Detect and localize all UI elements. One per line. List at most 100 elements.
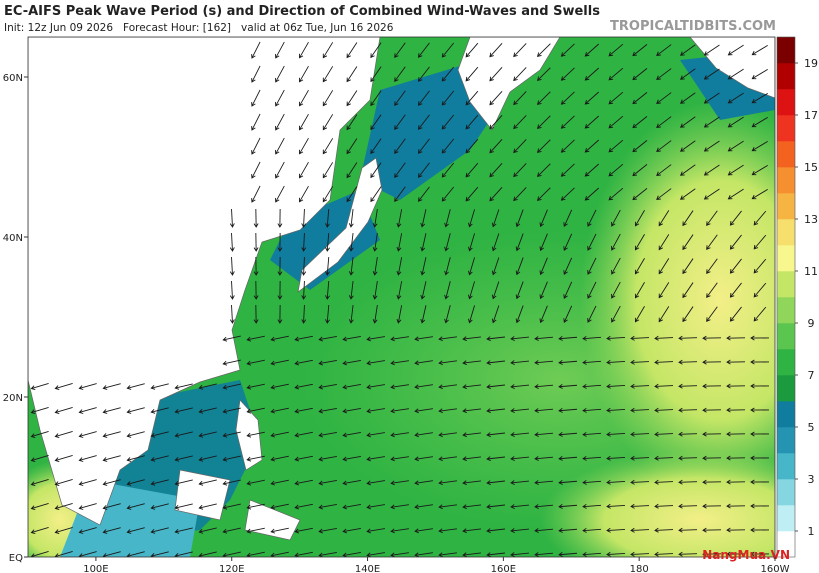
- colorbar-label: 11: [804, 265, 818, 278]
- wind-arrow: [298, 41, 309, 59]
- wind-arrow: [270, 383, 289, 390]
- wind-arrow: [318, 431, 337, 438]
- wind-arrow: [174, 431, 193, 438]
- wind-arrow: [438, 408, 457, 414]
- wind-arrow: [390, 528, 409, 534]
- wind-arrow: [275, 137, 285, 155]
- wind-arrow: [102, 431, 121, 438]
- wind-arrow: [465, 186, 479, 202]
- wind-arrow: [753, 282, 767, 298]
- wind-arrow: [294, 359, 313, 366]
- wind-arrow: [438, 504, 457, 510]
- wind-arrow: [438, 432, 457, 438]
- wind-arrow: [394, 66, 406, 82]
- wind-arrow: [298, 113, 309, 131]
- wind-arrow: [539, 281, 548, 300]
- wind-arrow: [534, 456, 554, 461]
- wind-arrow: [491, 209, 500, 228]
- wind-arrow: [558, 504, 578, 509]
- wind-arrow: [198, 431, 217, 438]
- wind-arrow: [275, 65, 285, 83]
- wind-arrow: [560, 163, 575, 177]
- wind-arrows: [30, 41, 770, 557]
- wind-arrow: [229, 280, 235, 300]
- wind-arrow: [702, 359, 722, 365]
- wind-arrow: [366, 456, 385, 462]
- wind-arrow: [78, 551, 97, 557]
- wind-arrow: [630, 455, 650, 461]
- wind-arrow: [462, 408, 481, 414]
- wind-arrow: [318, 479, 337, 486]
- wind-arrow: [491, 257, 500, 276]
- wind-arrow: [417, 66, 430, 82]
- wind-arrow: [515, 209, 524, 228]
- wind-arrow: [78, 407, 97, 414]
- wind-arrow: [394, 186, 406, 202]
- wind-arrow: [611, 305, 621, 323]
- wind-arrow: [198, 407, 217, 414]
- wind-arrow: [606, 335, 626, 341]
- wind-arrow: [370, 186, 382, 203]
- wind-arrow: [467, 233, 475, 252]
- wind-arrow: [658, 210, 670, 227]
- wind-arrow: [608, 139, 624, 153]
- wind-arrow: [751, 92, 768, 104]
- wind-arrow: [656, 44, 672, 56]
- land-islands: [174, 399, 301, 541]
- wind-arrow: [534, 504, 554, 509]
- wind-arrow: [251, 113, 261, 131]
- wind-arrow: [222, 527, 241, 534]
- wind-arrow: [606, 407, 626, 413]
- wind-arrow: [753, 258, 767, 274]
- wind-arrow: [630, 407, 650, 413]
- wind-arrow: [318, 527, 337, 534]
- wind-arrow: [325, 232, 330, 252]
- subtitle: Init: 12z Jun 09 2026 Forecast Hour: [16…: [4, 22, 394, 34]
- wind-arrow: [582, 335, 602, 341]
- wind-arrow: [582, 359, 602, 365]
- wind-arrow: [298, 137, 309, 155]
- wind-arrow: [727, 116, 744, 128]
- wind-arrow: [679, 188, 696, 200]
- title: EC-AIFS Peak Wave Period (s) and Directi…: [4, 4, 600, 19]
- wind-arrow: [372, 281, 378, 300]
- wind-arrow: [634, 258, 645, 275]
- land-kamchatka: [457, 37, 561, 131]
- wind-arrow: [558, 336, 578, 341]
- wind-arrow: [513, 163, 527, 178]
- wind-arrow: [678, 527, 698, 533]
- colorbar-cell: [777, 245, 795, 272]
- wind-arrow: [444, 257, 451, 276]
- wind-arrow: [414, 552, 433, 557]
- wind-arrow: [78, 383, 97, 390]
- wind-arrow: [54, 383, 73, 390]
- wind-arrow: [606, 479, 626, 485]
- wind-arrow: [515, 305, 524, 324]
- wind-arrow: [322, 66, 334, 83]
- wind-arrow: [126, 455, 145, 462]
- wind-arrow: [277, 208, 283, 228]
- wind-arrow: [751, 44, 768, 56]
- wind-arrow: [679, 68, 696, 80]
- wind-arrow: [78, 455, 97, 462]
- wind-arrow: [560, 43, 575, 57]
- wind-arrow: [275, 89, 285, 107]
- wind-arrow: [534, 360, 554, 365]
- wind-arrow: [678, 359, 698, 365]
- wind-arrow: [486, 432, 505, 438]
- wind-arrow: [678, 431, 698, 437]
- colorbar-label: 5: [808, 421, 815, 434]
- wind-arrow: [346, 90, 358, 107]
- wind-arrow: [441, 138, 455, 154]
- wind-arrow: [174, 383, 193, 390]
- wind-arrow: [587, 209, 597, 227]
- wind-arrow: [348, 305, 354, 324]
- wind-arrow: [750, 455, 770, 461]
- wind-arrow: [726, 407, 746, 413]
- wind-arrow: [486, 528, 505, 534]
- colorbar-label: 13: [804, 213, 818, 226]
- wind-arrow: [654, 335, 674, 341]
- wind-arrow: [277, 280, 283, 300]
- wind-arrow: [417, 138, 430, 154]
- wind-arrow: [277, 256, 283, 276]
